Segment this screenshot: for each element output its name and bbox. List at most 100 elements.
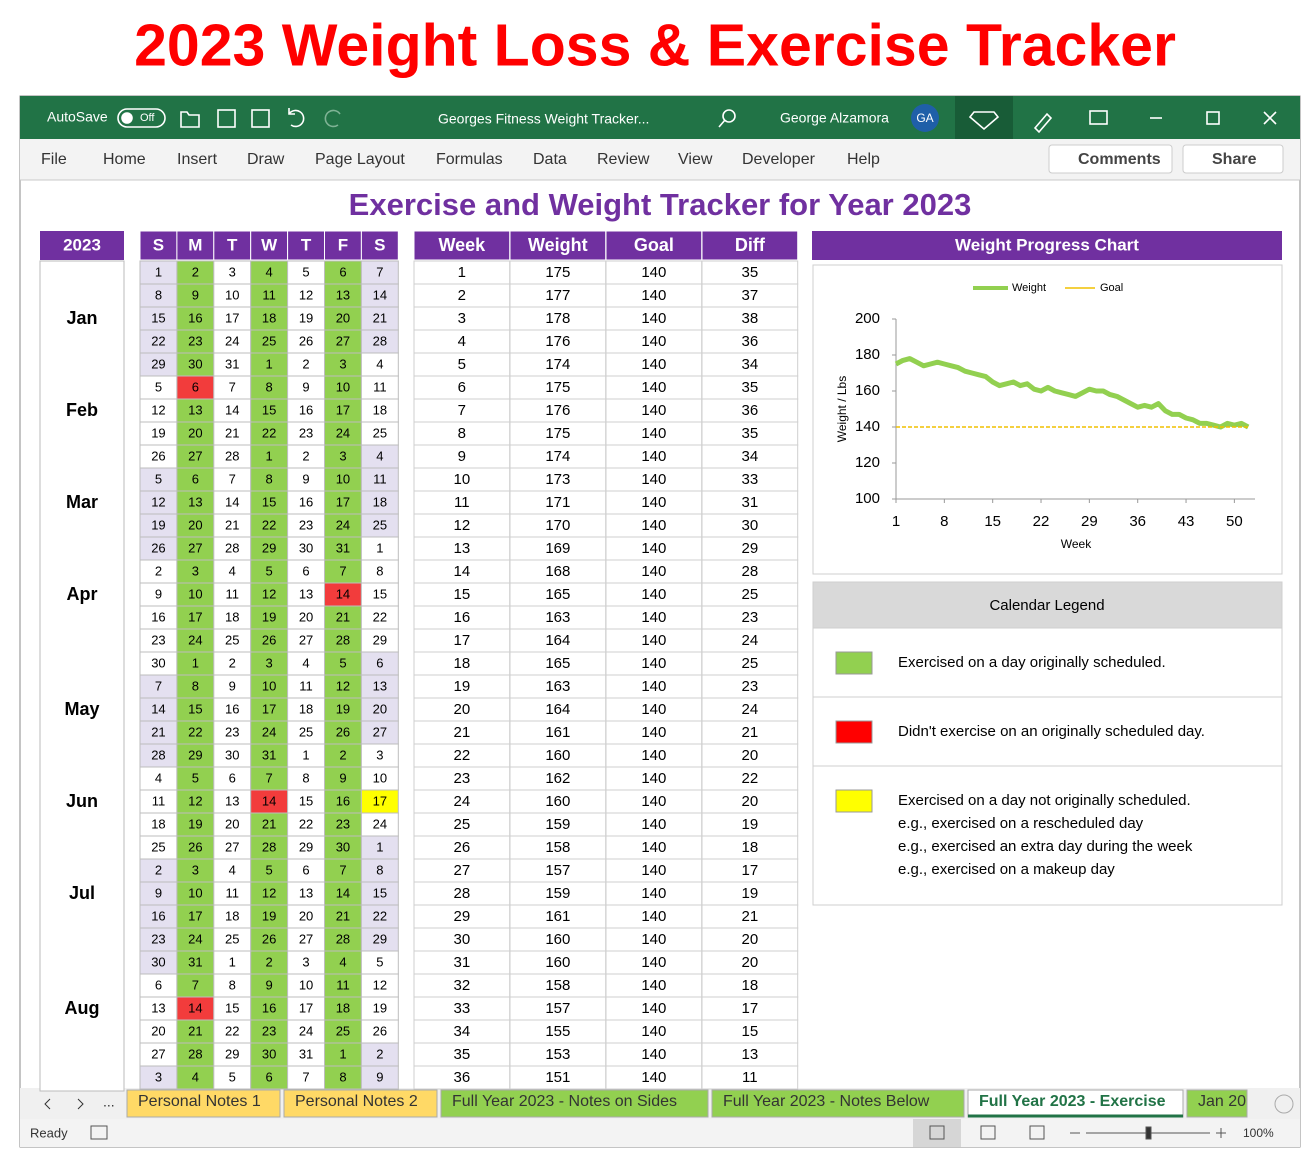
day-number: 24 <box>336 425 350 440</box>
sheet-tab-label[interactable]: Jan 20 <box>1198 1093 1246 1110</box>
y-tick-label: 100 <box>855 490 880 507</box>
ribbon-tab[interactable]: File <box>41 151 67 168</box>
sheet-tab[interactable] <box>440 1089 709 1118</box>
table-value: 2 <box>458 287 466 304</box>
table-value: 20 <box>742 954 759 971</box>
ribbon-tab[interactable]: Draw <box>247 151 285 168</box>
sheet-tab[interactable] <box>126 1089 281 1118</box>
ribbon-tab[interactable]: Page Layout <box>315 151 405 168</box>
search-icon[interactable] <box>722 109 736 123</box>
sheet-tab[interactable] <box>711 1089 965 1118</box>
ribbon-tab[interactable]: Formulas <box>436 151 503 168</box>
zoom-in[interactable] <box>1216 1128 1226 1138</box>
sheet-tab-label[interactable]: Personal Notes 1 <box>138 1093 261 1110</box>
add-sheet[interactable] <box>1274 1094 1294 1114</box>
ribbon-tab[interactable]: Review <box>597 151 650 168</box>
table-value: 5 <box>458 356 466 373</box>
day-number: 18 <box>299 701 313 716</box>
sheet-tab[interactable] <box>1186 1089 1248 1118</box>
table-value: 34 <box>454 1023 471 1040</box>
comments-label[interactable]: Comments <box>1078 151 1161 168</box>
legend-text: e.g., exercised on a makeup day <box>898 861 1115 878</box>
day-number: 8 <box>376 862 383 877</box>
day-number: 8 <box>266 379 273 394</box>
table-value: 30 <box>454 931 471 948</box>
share-button[interactable] <box>1182 144 1284 174</box>
day-number: 21 <box>336 908 350 923</box>
sheet-tab-label[interactable]: Full Year 2023 - Notes on Sides <box>452 1093 677 1110</box>
day-number: 12 <box>299 287 313 302</box>
undo-icon[interactable] <box>288 108 305 128</box>
open-icon[interactable] <box>180 111 200 128</box>
day-number: 16 <box>188 310 202 325</box>
table-value: 6 <box>458 379 466 396</box>
day-number: 30 <box>262 1046 276 1061</box>
table-value: 1 <box>458 264 466 281</box>
autosave-toggle[interactable] <box>117 108 166 128</box>
month-label: Jun <box>66 791 98 811</box>
table-value: 160 <box>545 931 570 948</box>
display-icon[interactable] <box>1089 110 1108 125</box>
weekday-label: T <box>227 235 238 254</box>
ribbon-tab[interactable]: Data <box>533 151 567 168</box>
y-axis-label: Weight / Lbs <box>835 376 849 442</box>
sheet-tab[interactable] <box>283 1089 438 1118</box>
sheet-tab-label[interactable]: Full Year 2023 - Notes Below <box>723 1093 930 1110</box>
ribbon-tab[interactable]: Help <box>847 151 880 168</box>
day-number: 5 <box>155 379 162 394</box>
tab-scroll[interactable] <box>44 1098 84 1110</box>
table-value: 140 <box>641 839 666 856</box>
table-value: 140 <box>641 402 666 419</box>
table-value: 8 <box>458 425 466 442</box>
table-header-label: Week <box>438 235 486 255</box>
comments-button[interactable] <box>1048 144 1173 174</box>
weekday-label: S <box>374 235 385 254</box>
table-value: 140 <box>641 793 666 810</box>
day-number: 9 <box>266 977 273 992</box>
premium-icon[interactable] <box>968 111 1000 131</box>
table-value: 140 <box>641 954 666 971</box>
day-number: 16 <box>336 793 350 808</box>
save-icon[interactable] <box>217 109 236 128</box>
zoom-thumb[interactable] <box>1145 1126 1152 1140</box>
share-label[interactable]: Share <box>1212 151 1257 168</box>
day-number: 19 <box>336 701 350 716</box>
table-value: 178 <box>545 310 570 327</box>
ribbon-tab[interactable]: View <box>678 151 713 168</box>
table-value: 31 <box>742 494 759 511</box>
page-break-view[interactable] <box>1029 1125 1045 1140</box>
avatar[interactable] <box>911 104 939 132</box>
day-number: 3 <box>229 264 236 279</box>
legend-text: Exercised on a day originally scheduled. <box>898 654 1166 671</box>
day-number: 4 <box>229 862 236 877</box>
day-number: 15 <box>299 793 313 808</box>
ribbon-tab[interactable]: Home <box>103 151 146 168</box>
day-number: 2 <box>229 655 236 670</box>
ribbon-tab[interactable]: Insert <box>177 151 218 168</box>
day-number: 9 <box>192 287 199 302</box>
ribbon-tab[interactable]: Developer <box>742 151 816 168</box>
legend-title: Calendar Legend <box>989 597 1104 614</box>
day-number: 30 <box>151 954 165 969</box>
legend-label: Goal <box>1100 282 1123 294</box>
normal-view[interactable] <box>929 1125 945 1140</box>
page-layout-view[interactable] <box>980 1125 996 1140</box>
save-as-icon[interactable] <box>251 109 270 128</box>
close[interactable] <box>1263 111 1277 125</box>
status-state: Ready <box>30 1125 68 1140</box>
day-number: 27 <box>225 839 239 854</box>
day-number: 26 <box>373 1023 387 1038</box>
table-value: 159 <box>545 816 570 833</box>
table-value: 17 <box>454 632 471 649</box>
toggle-knob <box>121 112 133 124</box>
tab-more[interactable]: ... <box>103 1094 115 1110</box>
pen-icon[interactable] <box>1033 112 1053 134</box>
day-number: 14 <box>262 793 276 808</box>
sheet-tab-label[interactable]: Full Year 2023 - Exercise <box>979 1093 1166 1110</box>
day-number: 21 <box>262 816 276 831</box>
table-value: 3 <box>458 310 466 327</box>
maximize[interactable] <box>1206 111 1220 125</box>
sheet-tab-label[interactable]: Personal Notes 2 <box>295 1093 418 1110</box>
legend-row <box>812 765 1283 906</box>
day-number: 8 <box>266 471 273 486</box>
